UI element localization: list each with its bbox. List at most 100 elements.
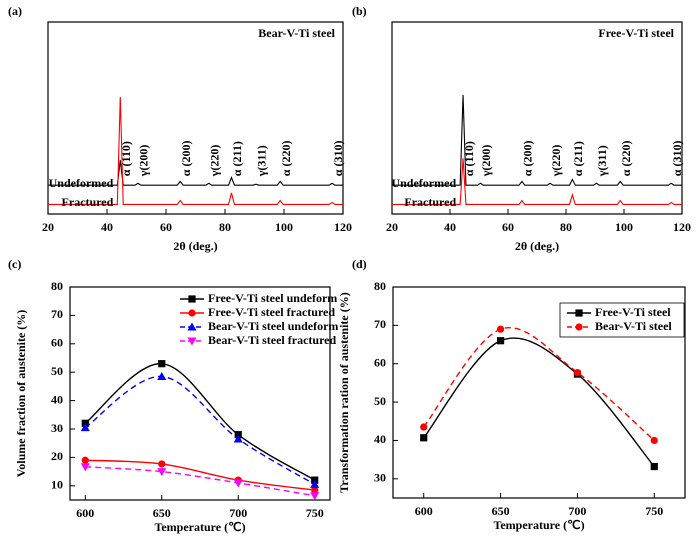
series-label: Fractured bbox=[62, 195, 114, 209]
peak-label: α (310) bbox=[331, 140, 345, 176]
marker bbox=[188, 295, 196, 303]
x-tick-label: 600 bbox=[415, 504, 433, 518]
marker bbox=[573, 368, 582, 377]
peak-label: α (220) bbox=[619, 140, 633, 176]
peak-label: γ(220) bbox=[549, 145, 563, 178]
y-axis-label: Transformation ration of austenite (%) bbox=[337, 292, 351, 492]
marker bbox=[187, 337, 197, 346]
x-axis-label: Temperature (℃) bbox=[493, 518, 584, 532]
panel-title: Free-V-Ti steel bbox=[598, 26, 674, 40]
x-tick-label: 60 bbox=[502, 220, 514, 234]
x-tick-label: 40 bbox=[444, 220, 456, 234]
y-tick-label: 10 bbox=[51, 478, 63, 492]
series-curve bbox=[423, 337, 655, 467]
panel-label: (c) bbox=[8, 257, 21, 271]
legend-frame bbox=[559, 302, 685, 338]
x-tick-label: 80 bbox=[560, 220, 572, 234]
y-tick-label: 70 bbox=[374, 317, 386, 331]
plot-frame bbox=[391, 21, 683, 215]
series-curve bbox=[85, 459, 315, 491]
series-curve bbox=[423, 327, 655, 441]
series-label: Undeformed bbox=[391, 176, 456, 190]
legend-label: Free-V-Ti steel fractured bbox=[208, 305, 335, 319]
y-tick-label: 60 bbox=[374, 355, 386, 369]
peak-label: α (110) bbox=[462, 141, 476, 176]
series-label: Undeformed bbox=[49, 176, 114, 190]
series-label: Fractured bbox=[404, 195, 456, 209]
marker bbox=[420, 434, 428, 442]
x-tick-label: 40 bbox=[101, 220, 113, 234]
x-tick-label: 650 bbox=[153, 506, 171, 520]
x-tick-label: 700 bbox=[229, 506, 247, 520]
marker bbox=[157, 468, 167, 477]
y-tick-label: 50 bbox=[51, 364, 63, 378]
marker bbox=[496, 337, 505, 345]
y-tick-label: 70 bbox=[51, 307, 63, 321]
marker bbox=[233, 434, 243, 443]
peak-label: α (211) bbox=[230, 141, 244, 176]
panel-label: (d) bbox=[352, 257, 367, 271]
x-tick-label: 600 bbox=[76, 506, 94, 520]
marker bbox=[310, 479, 320, 488]
marker bbox=[575, 309, 583, 317]
panel-title: Bear-V-Ti steel bbox=[258, 26, 335, 40]
x-tick-label: 80 bbox=[219, 220, 231, 234]
xrd-pattern bbox=[392, 158, 682, 205]
y-tick-label: 80 bbox=[51, 279, 63, 293]
marker bbox=[81, 456, 89, 464]
x-axis-label: Temperature (℃) bbox=[154, 520, 245, 534]
marker bbox=[233, 479, 243, 488]
marker bbox=[650, 462, 658, 471]
marker bbox=[188, 309, 196, 317]
marker bbox=[496, 325, 505, 333]
marker bbox=[157, 371, 167, 380]
marker bbox=[650, 436, 658, 445]
y-tick-label: 80 bbox=[374, 279, 386, 293]
marker bbox=[310, 492, 320, 501]
y-axis-label: Volume fraction of austenite (%) bbox=[14, 310, 28, 478]
peak-label: γ(220) bbox=[208, 145, 222, 178]
x-tick-label: 120 bbox=[334, 220, 352, 234]
marker bbox=[575, 323, 583, 331]
x-tick-label: 750 bbox=[645, 504, 663, 518]
plot-frame bbox=[392, 286, 686, 499]
series-curve bbox=[84, 375, 316, 485]
marker bbox=[311, 486, 319, 494]
x-tick-label: 60 bbox=[160, 220, 172, 234]
peak-label: α (211) bbox=[571, 141, 585, 176]
y-tick-label: 30 bbox=[51, 421, 63, 435]
x-tick-label: 100 bbox=[275, 220, 293, 234]
y-tick-label: 50 bbox=[374, 394, 386, 408]
marker bbox=[420, 423, 428, 431]
x-tick-label: 700 bbox=[568, 504, 586, 518]
x-tick-label: 750 bbox=[306, 506, 324, 520]
xrd-pattern bbox=[48, 96, 343, 205]
panel-label: (b) bbox=[352, 4, 367, 18]
y-tick-label: 60 bbox=[51, 336, 63, 350]
legend-label: Bear-V-Ti steel bbox=[595, 319, 672, 333]
peak-label: α (220) bbox=[279, 140, 293, 176]
series-curve bbox=[85, 466, 315, 497]
peak-label: α (310) bbox=[670, 140, 684, 176]
marker bbox=[80, 463, 90, 472]
xrd-pattern bbox=[48, 160, 343, 186]
peak-label: γ(311) bbox=[255, 145, 269, 177]
marker bbox=[187, 322, 197, 331]
plot-frame bbox=[69, 286, 331, 501]
peak-label: α (200) bbox=[179, 140, 193, 176]
y-tick-label: 20 bbox=[51, 449, 63, 463]
xrd-pattern bbox=[392, 94, 682, 186]
peak-label: γ(311) bbox=[595, 145, 609, 177]
y-tick-label: 30 bbox=[374, 471, 386, 485]
series-curve bbox=[84, 362, 316, 481]
legend-label: Bear-V-Ti steel fractured bbox=[208, 333, 337, 347]
x-axis-label: 2θ (deg.) bbox=[173, 239, 217, 253]
legend-label: Free-V-Ti steel bbox=[595, 305, 671, 319]
marker bbox=[158, 360, 166, 368]
peak-label: α (200) bbox=[521, 140, 535, 176]
plot-frame bbox=[47, 21, 344, 215]
x-tick-label: 100 bbox=[615, 220, 633, 234]
x-tick-label: 650 bbox=[492, 504, 510, 518]
legend-label: Free-V-Ti steel undeform bbox=[208, 291, 337, 305]
